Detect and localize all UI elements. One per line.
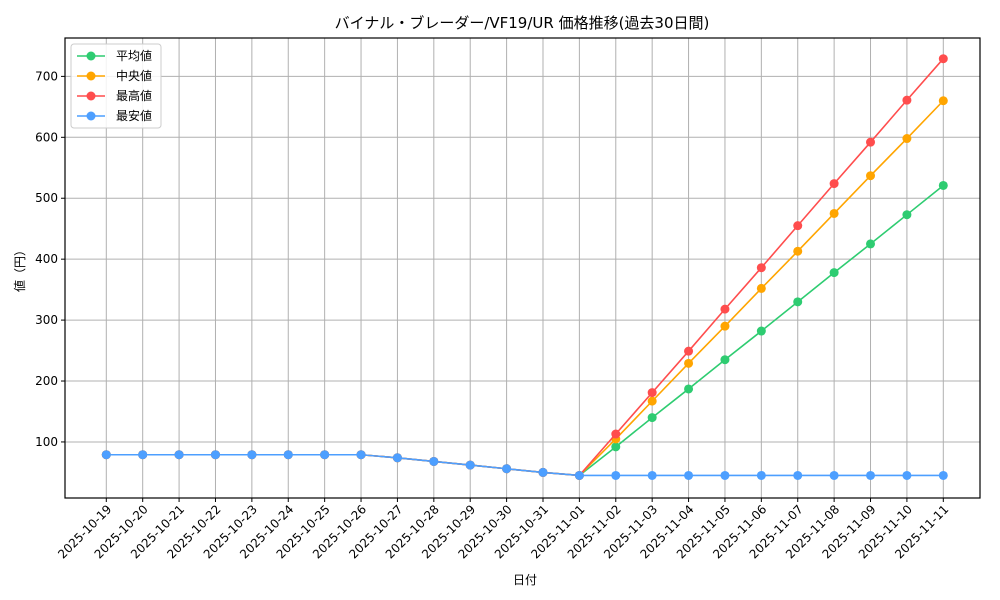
y-tick-label: 300 xyxy=(35,313,58,327)
y-tick-label: 200 xyxy=(35,374,58,388)
y-tick-label: 100 xyxy=(35,435,58,449)
series-line xyxy=(106,453,944,477)
y-axis-label: 値（円） xyxy=(12,244,27,292)
data-point-marker xyxy=(938,470,948,480)
data-point-marker xyxy=(611,470,621,480)
data-point-marker xyxy=(647,470,657,480)
legend-box xyxy=(70,43,162,129)
y-tick-label: 600 xyxy=(35,130,58,144)
data-point-marker xyxy=(538,467,548,477)
data-point-marker xyxy=(902,210,912,220)
data-point-marker xyxy=(574,470,584,480)
data-point-marker xyxy=(429,456,439,466)
data-point-marker xyxy=(502,464,512,474)
data-point-marker xyxy=(938,180,948,190)
series-line xyxy=(106,58,944,477)
data-point-marker xyxy=(320,450,330,460)
series-中央値 xyxy=(101,96,948,480)
data-point-marker xyxy=(866,137,876,147)
data-point-marker xyxy=(793,246,803,256)
series-line xyxy=(106,100,944,477)
data-point-marker xyxy=(829,268,839,278)
y-tick-label: 700 xyxy=(35,69,58,83)
plot-area-frame xyxy=(64,37,981,499)
data-point-marker xyxy=(793,221,803,231)
data-point-marker xyxy=(174,450,184,460)
legend-marker-icon xyxy=(86,111,96,121)
data-point-marker xyxy=(647,413,657,423)
chart-title: バイナル・ブレーダー/VF19/UR 価格推移(過去30日間) xyxy=(335,14,710,32)
data-point-marker xyxy=(611,442,621,452)
legend-label: 最安値 xyxy=(116,108,152,123)
y-tick-label: 500 xyxy=(35,191,58,205)
data-point-marker xyxy=(866,171,876,181)
data-point-marker xyxy=(756,283,766,293)
series-平均値 xyxy=(101,180,948,480)
data-point-marker xyxy=(866,239,876,249)
series-最高値 xyxy=(101,54,948,480)
x-axis: 2025-10-192025-10-202025-10-212025-10-22… xyxy=(55,498,951,561)
legend-item: 最安値 xyxy=(77,108,152,123)
series-最安値 xyxy=(101,450,948,480)
data-point-marker xyxy=(829,470,839,480)
data-point-marker xyxy=(829,208,839,218)
data-point-marker xyxy=(720,321,730,331)
legend-marker-icon xyxy=(86,51,96,61)
data-point-marker xyxy=(465,460,475,470)
data-point-marker xyxy=(866,470,876,480)
data-point-marker xyxy=(647,396,657,406)
series-line xyxy=(106,184,944,477)
data-point-marker xyxy=(756,326,766,336)
data-point-marker xyxy=(392,453,402,463)
grid-lines xyxy=(65,38,980,498)
data-point-marker xyxy=(793,297,803,307)
legend-marker-icon xyxy=(86,71,96,81)
legend-item: 平均値 xyxy=(77,48,152,63)
data-point-marker xyxy=(684,346,694,356)
data-point-marker xyxy=(902,134,912,144)
y-tick-label: 400 xyxy=(35,252,58,266)
data-point-marker xyxy=(829,179,839,189)
legend-item: 中央値 xyxy=(77,68,152,83)
data-point-marker xyxy=(938,96,948,106)
x-axis-label: 日付 xyxy=(513,573,537,587)
legend-label: 最高値 xyxy=(116,88,152,103)
y-axis: 100 200 300 400 500 600 700 xyxy=(35,69,65,449)
data-point-marker xyxy=(611,429,621,439)
data-point-marker xyxy=(684,470,694,480)
data-point-marker xyxy=(902,95,912,105)
data-point-marker xyxy=(938,54,948,64)
data-point-marker xyxy=(684,358,694,368)
data-point-marker xyxy=(720,304,730,314)
data-point-marker xyxy=(283,450,293,460)
legend-item: 最高値 xyxy=(77,88,152,103)
data-point-marker xyxy=(247,450,257,460)
data-point-marker xyxy=(684,384,694,394)
data-point-marker xyxy=(720,470,730,480)
data-point-marker xyxy=(756,263,766,273)
data-point-marker xyxy=(756,470,766,480)
data-point-marker xyxy=(210,450,220,460)
data-point-marker xyxy=(902,470,912,480)
data-point-marker xyxy=(356,450,366,460)
data-point-marker xyxy=(793,470,803,480)
data-point-marker xyxy=(101,450,111,460)
data-point-marker xyxy=(647,388,657,398)
legend-label: 平均値 xyxy=(116,48,152,63)
data-point-marker xyxy=(138,450,148,460)
legend-label: 中央値 xyxy=(116,68,152,83)
data-point-marker xyxy=(720,355,730,365)
legend-marker-icon xyxy=(86,91,96,101)
series-lines xyxy=(101,54,948,480)
